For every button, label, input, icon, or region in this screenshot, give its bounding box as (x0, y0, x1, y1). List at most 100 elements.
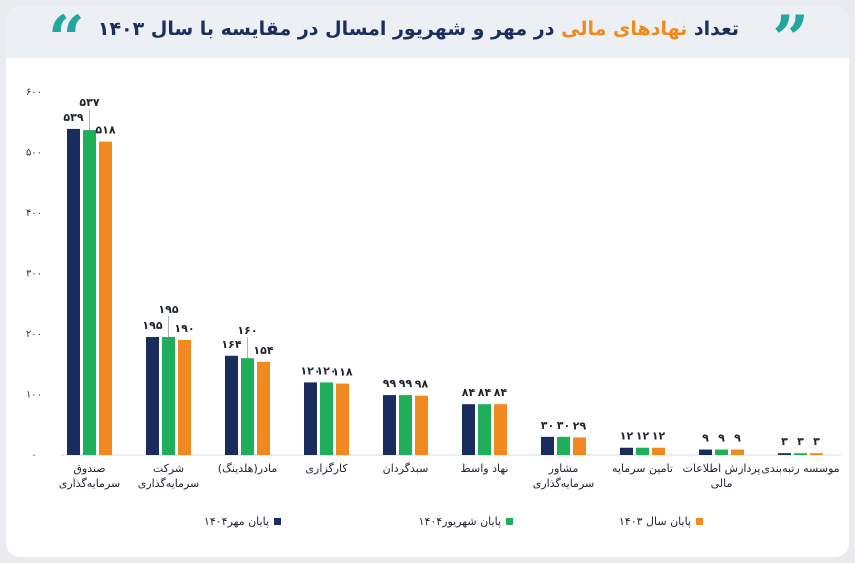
y-tick-label: ۲۰۰ (26, 329, 42, 340)
data-label: ۹ (702, 432, 709, 445)
data-label: ۹ (718, 432, 725, 445)
legend-label: پایان سال ۱۴۰۳ (618, 515, 691, 528)
data-label: ۵۳۹ (63, 111, 83, 124)
bar (67, 128, 80, 455)
y-tick-label: ۳۰۰ (26, 269, 42, 280)
bar (731, 449, 744, 455)
bar (462, 404, 475, 455)
category-label: موسسه رتبه‌بندی (761, 462, 839, 475)
bar (541, 436, 554, 455)
bar (225, 355, 238, 455)
bar (636, 447, 649, 455)
category-label: سرمایه‌گذاری (138, 477, 199, 490)
bar (778, 453, 791, 455)
data-label: ۲۹ (573, 419, 587, 432)
bar (178, 340, 191, 455)
bar (715, 449, 728, 455)
category-label: تامین سرمایه (612, 462, 673, 475)
y-tick-label: ۶۰۰ (26, 87, 42, 98)
legend-label: پایان مهر۱۴۰۴ (203, 515, 269, 528)
bar (478, 404, 491, 455)
bar (257, 361, 270, 455)
data-label: ۱۶۴ (221, 338, 241, 351)
data-label: ۳ (797, 435, 804, 448)
legend-item-end-1403: پایان سال ۱۴۰۳ (619, 515, 703, 528)
title-part-2: در مهر و شهریور امسال در مقایسه با سال ۱… (97, 18, 555, 40)
data-label: ۹۹ (399, 377, 413, 390)
quote-open-icon: “ (48, 2, 85, 77)
chart-title: تعداد نهادهای مالی در مهر و شهریور امسال… (98, 18, 739, 40)
category-label: سرمایه‌گذاری (533, 477, 594, 490)
data-label: ۳۰ (541, 419, 554, 432)
data-label: ۱۲۰ (300, 364, 320, 377)
y-tick-label: ۵۰۰ (26, 148, 42, 159)
bar (494, 404, 507, 455)
y-tick-label: ۴۰۰ (26, 208, 42, 219)
bar (415, 395, 428, 455)
data-label: ۵۳۷ (79, 96, 99, 109)
data-label: ۸۴ (462, 386, 476, 399)
bar (810, 453, 823, 455)
legend-swatch-green (506, 518, 513, 525)
data-label: ۱۵۴ (253, 344, 273, 357)
bar-chart: ۰ ۱۰۰ ۲۰۰ ۳۰۰ ۴۰۰ ۵۰۰ ۶۰۰ ۵۳۹ ۵۳۷ ۵۱۸ صندوق سرمایه‌… (26, 87, 841, 490)
title-highlight: نهادهای مالی (561, 18, 688, 40)
legend-label: پایان شهریور۱۴۰۴ (418, 515, 501, 528)
category-label: سبدگردان (383, 462, 429, 475)
y-tick-label: ۰ (31, 450, 36, 461)
legend-swatch-navy (274, 518, 281, 525)
category-label: نهاد واسط (461, 462, 509, 475)
data-label: ۹۸ (415, 378, 429, 391)
data-label: ۸۴ (494, 386, 508, 399)
category-label: شرکت (153, 462, 184, 475)
data-label: ۱۲ (636, 430, 650, 443)
header-bar: “ تعداد نهادهای مالی در مهر و شهریور امس… (6, 6, 849, 72)
infographic-card: “ تعداد نهادهای مالی در مهر و شهریور امس… (6, 6, 849, 557)
category-label: سرمایه‌گذاری (59, 477, 120, 490)
y-tick-label: ۱۰۰ (26, 390, 42, 401)
legend-item-shahrivar-1404: پایان شهریور۱۴۰۴ (419, 515, 513, 528)
category-label: پردازش اطلاعات (683, 462, 761, 475)
data-label: ۱۹۰ (174, 322, 194, 335)
bar (320, 382, 333, 455)
bar (146, 337, 159, 455)
data-label: ۵۱۸ (95, 124, 115, 137)
bar (573, 437, 586, 455)
bar (162, 337, 175, 455)
bar (83, 130, 96, 455)
category-label: صندوق (73, 462, 105, 475)
data-label: ۸۴ (478, 386, 492, 399)
bar (383, 395, 396, 455)
category-label: مشاور (548, 462, 579, 475)
legend: پایان مهر۱۴۰۴ پایان شهریور۱۴۰۴ پایان سال… (6, 515, 849, 535)
data-label: ۱۲۰ (316, 364, 336, 377)
data-label: ۱۱۸ (332, 366, 352, 379)
data-label: ۳۰ (557, 419, 570, 432)
legend-swatch-orange (696, 518, 703, 525)
bar (241, 358, 254, 455)
bar (620, 447, 633, 455)
bar (557, 436, 570, 455)
bar (99, 141, 112, 456)
bar (336, 383, 349, 455)
legend-item-mehr-1404: پایان مهر۱۴۰۴ (204, 515, 281, 528)
title-part-1: تعداد (693, 18, 739, 40)
bar (399, 395, 412, 455)
data-label: ۱۶۰ (237, 324, 257, 337)
data-label: ۹۹ (383, 377, 397, 390)
data-label: ۱۲ (652, 430, 666, 443)
data-label: ۱۹۵ (158, 303, 178, 316)
data-label: ۳ (813, 435, 820, 448)
category-label: مالی (711, 477, 733, 490)
data-label: ۹ (734, 432, 741, 445)
category-label: کارگزاری (305, 462, 348, 475)
data-label: ۱۹۵ (142, 319, 162, 332)
category-label: مادر(هلدینگ) (218, 462, 278, 475)
data-label: ۱۲ (620, 430, 634, 443)
data-label: ۳ (781, 435, 788, 448)
bar (699, 449, 712, 455)
bar (652, 447, 665, 455)
quote-close-icon: ” (772, 2, 809, 77)
bar (304, 382, 317, 455)
bar (794, 453, 807, 455)
